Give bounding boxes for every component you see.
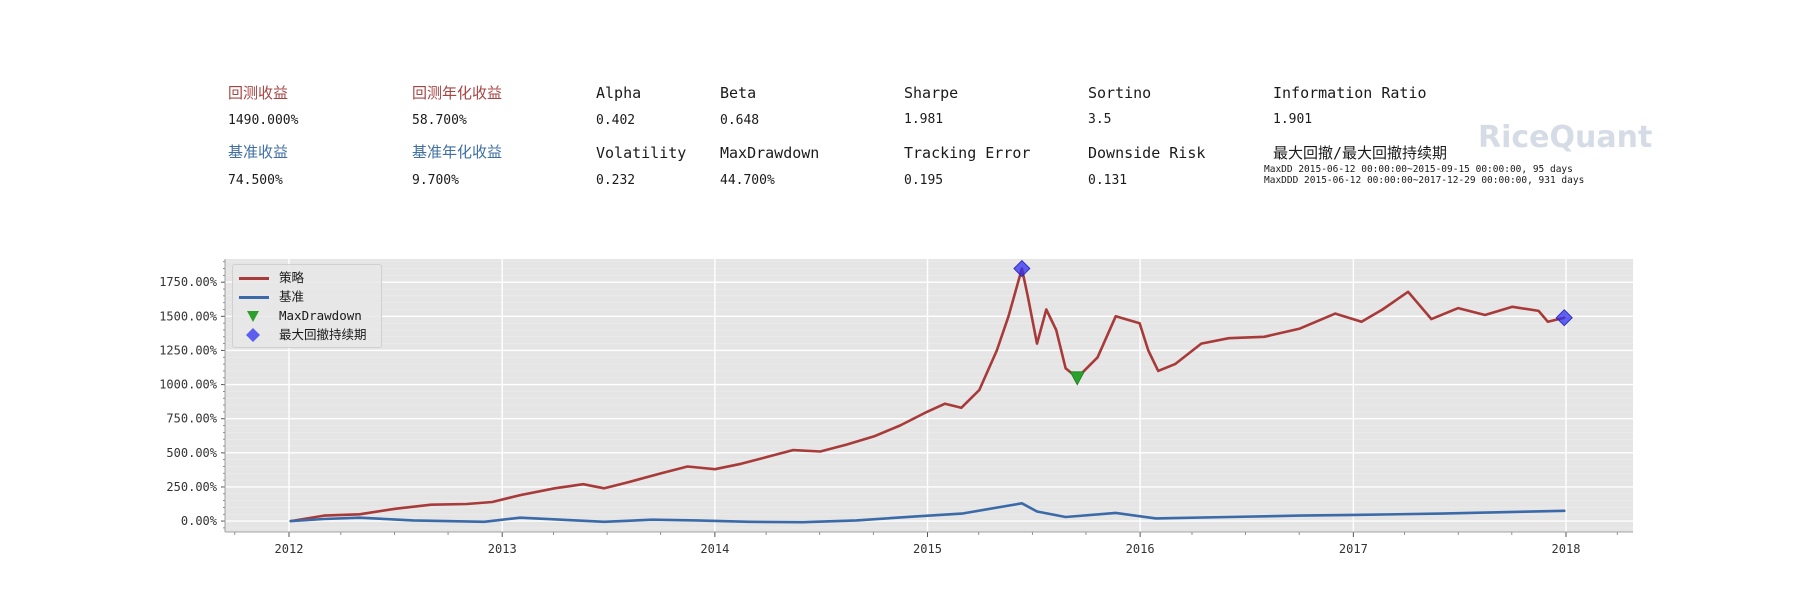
metric-label-total-return: 回测收益 — [228, 84, 289, 102]
metric-value-sortino: 3.5 — [1088, 112, 1112, 127]
x-tick-label: 2013 — [488, 542, 517, 556]
metric-label-tracking-error: Tracking Error — [904, 144, 1031, 162]
y-tick-label: 1250.00% — [159, 343, 218, 357]
metric-label-annual-return: 回测年化收益 — [412, 84, 503, 102]
metric-value-benchmark-annual-return: 9.700% — [412, 173, 459, 188]
metric-value-annual-return: 58.700% — [412, 113, 467, 128]
x-tick-label: 2016 — [1126, 542, 1155, 556]
legend-label-benchmark: 基准 — [279, 289, 305, 304]
metric-value-maxdrawdown: 44.700% — [720, 173, 775, 188]
maxddd-marker — [1555, 309, 1573, 327]
x-tick-label: 2015 — [913, 542, 942, 556]
y-tick-label: 1500.00% — [159, 309, 218, 323]
metric-label-downside-risk: Downside Risk — [1088, 144, 1206, 162]
y-tick-label: 250.00% — [166, 480, 217, 494]
metric-label-benchmark-annual-return: 基准年化收益 — [412, 143, 503, 161]
legend-label-maxddd: 最大回撤持续期 — [279, 327, 367, 342]
metric-value-information-ratio: 1.901 — [1273, 112, 1313, 127]
x-tick-label: 2012 — [275, 542, 304, 556]
metric-value-tracking-error: 0.195 — [904, 173, 944, 188]
strategy-line — [289, 267, 1566, 523]
marker-layer — [1013, 259, 1573, 386]
legend-item-benchmark: 基准 — [233, 288, 381, 306]
legend-item-maxdrawdown: MaxDrawdown — [233, 307, 381, 325]
metric-value-sharpe: 1.981 — [904, 112, 944, 127]
ricequant-watermark: RiceQuant — [1478, 120, 1653, 155]
legend-item-strategy: 策略 — [233, 269, 381, 287]
maxdrawdown-marker — [1069, 371, 1085, 386]
metric-label-benchmark-return: 基准收益 — [228, 143, 289, 161]
legend-label-strategy: 策略 — [279, 270, 305, 285]
maxddd-detail: MaxDDD 2015-06-12 00:00:00~2017-12-29 00… — [1264, 175, 1585, 186]
legend-line-benchmark — [239, 296, 269, 299]
legend-item-maxddd: 最大回撤持续期 — [233, 326, 381, 344]
metric-value-volatility: 0.232 — [596, 173, 636, 188]
y-tick-label: 500.00% — [166, 446, 217, 460]
metric-value-benchmark-return: 74.500% — [228, 173, 283, 188]
metric-label-sharpe: Sharpe — [904, 84, 959, 102]
metric-label-sortino: Sortino — [1088, 84, 1152, 102]
metric-label-maxdd-duration: 最大回撤/最大回撤持续期 — [1273, 144, 1448, 162]
grid-lines — [225, 259, 1633, 532]
legend-label-maxdrawdown: MaxDrawdown — [279, 308, 362, 323]
metric-label-beta: Beta — [720, 84, 757, 102]
legend-line-strategy — [239, 277, 269, 280]
metric-value-total-return: 1490.000% — [228, 113, 299, 128]
x-tick-label: 2017 — [1339, 542, 1368, 556]
y-tick-label: 750.00% — [166, 412, 217, 426]
y-tick-label: 0.00% — [181, 514, 218, 528]
plot-area — [225, 259, 1633, 532]
y-tick-label: 1000.00% — [159, 378, 218, 392]
x-axis: 2012 2013 2014 2015 2016 2017 2018 — [225, 531, 1633, 556]
y-axis: 0.00% 250.00% 500.00% 750.00% 1000.00% 1250.0… — [159, 259, 226, 532]
y-tick-label: 1750.00% — [159, 275, 218, 289]
maxddd-marker — [1013, 259, 1031, 278]
chart-legend: 策略 基准 MaxDrawdown 最大回撤持续期 — [232, 264, 382, 348]
legend-diamond-icon — [246, 328, 260, 342]
x-tick-label: 2014 — [700, 542, 729, 556]
metric-value-beta: 0.648 — [720, 113, 760, 128]
series-layer — [289, 267, 1566, 524]
maxdd-detail: MaxDD 2015-06-12 00:00:00~2015-09-15 00:… — [1264, 164, 1573, 175]
metric-value-downside-risk: 0.131 — [1088, 173, 1128, 188]
legend-triangle-icon — [247, 311, 259, 322]
x-tick-label: 2018 — [1552, 542, 1581, 556]
metric-value-alpha: 0.402 — [596, 113, 636, 128]
metric-label-maxdrawdown: MaxDrawdown — [720, 144, 820, 162]
benchmark-line — [289, 502, 1566, 524]
metric-label-alpha: Alpha — [596, 84, 642, 102]
metric-label-volatility: Volatility — [596, 144, 687, 162]
metric-label-information-ratio: Information Ratio — [1273, 84, 1427, 102]
